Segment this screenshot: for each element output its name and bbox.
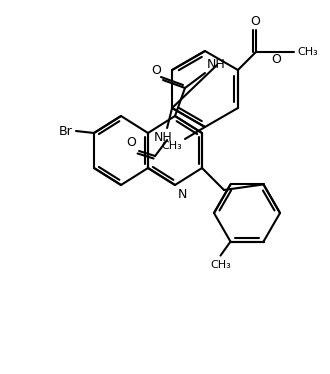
Text: O: O <box>151 64 161 77</box>
Text: NH: NH <box>207 58 226 71</box>
Text: CH₃: CH₃ <box>161 141 182 151</box>
Text: O: O <box>250 15 260 28</box>
Text: CH₃: CH₃ <box>210 260 231 270</box>
Text: NH: NH <box>154 131 173 144</box>
Text: N: N <box>178 188 187 201</box>
Text: Br: Br <box>58 125 72 138</box>
Text: CH₃: CH₃ <box>297 47 318 57</box>
Text: O: O <box>271 53 281 66</box>
Text: O: O <box>126 136 136 149</box>
